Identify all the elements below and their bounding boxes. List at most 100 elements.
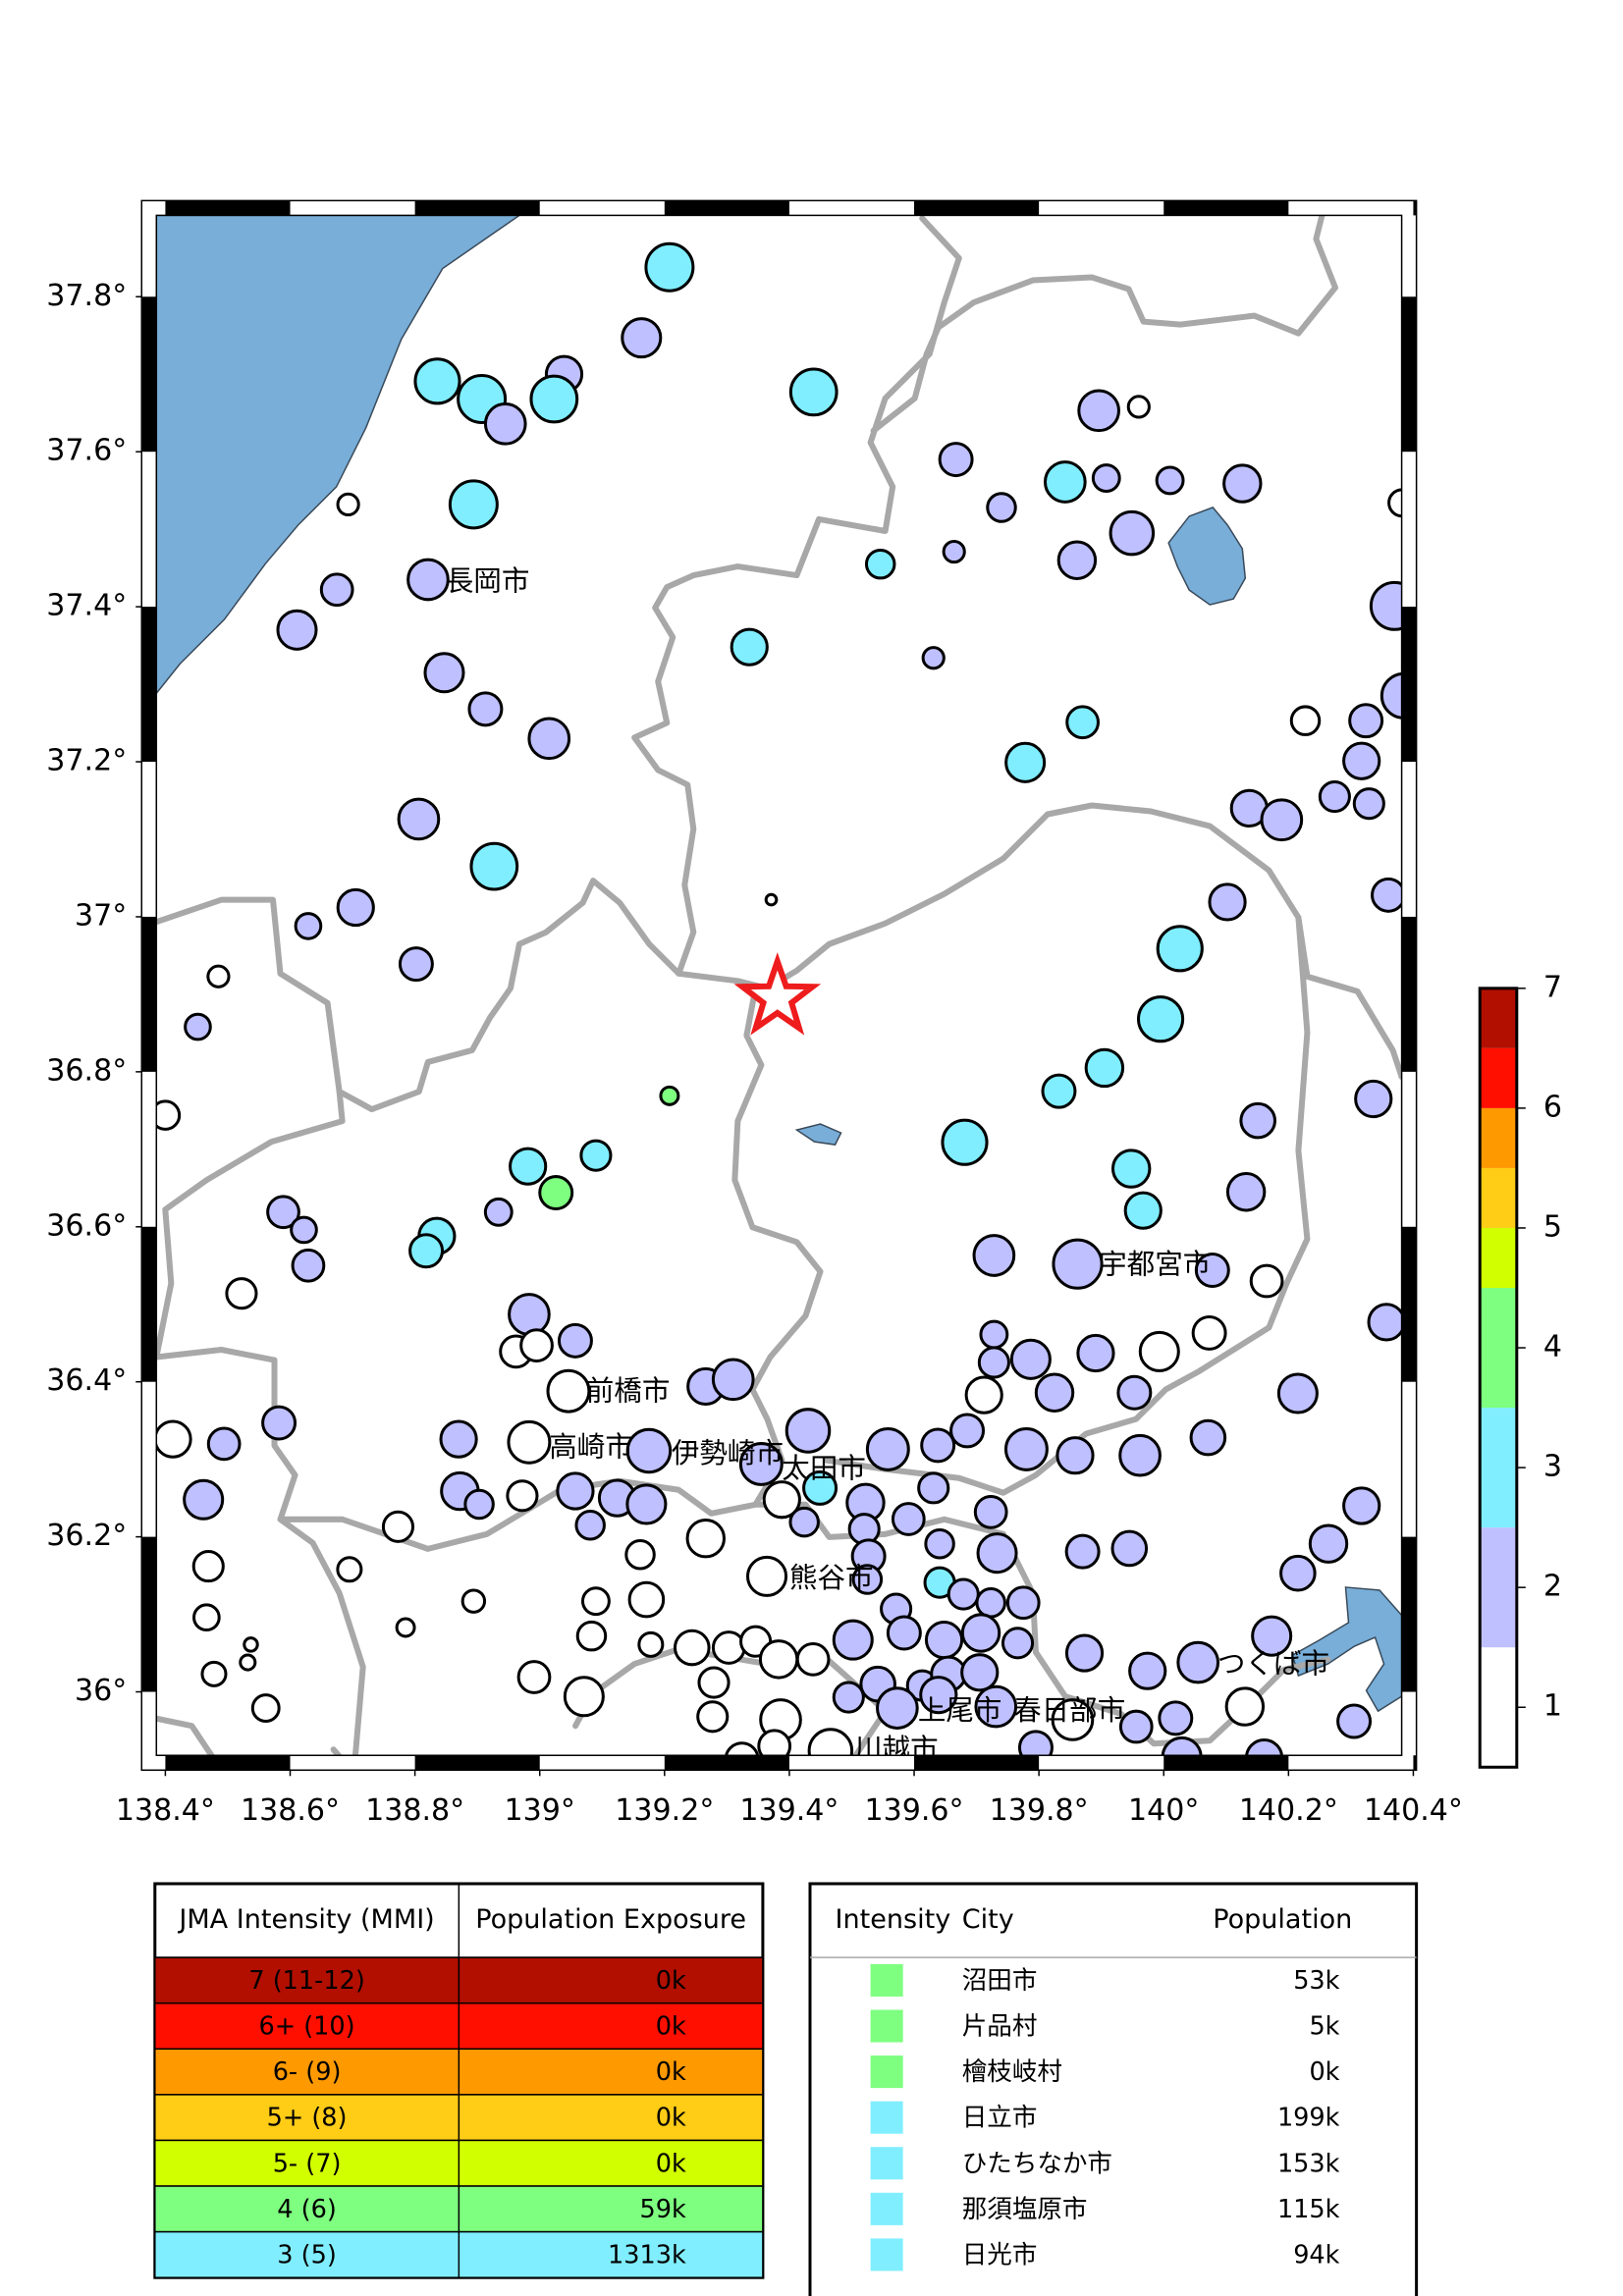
x-tick-label: 139.4°: [739, 1793, 839, 1828]
colorbar-band: [1480, 988, 1517, 1048]
station: [519, 1328, 554, 1362]
x-tick-label: 140°: [1128, 1793, 1199, 1828]
station: [448, 479, 499, 530]
table-cell: 0k: [1309, 2057, 1339, 2087]
station: [1041, 1073, 1077, 1109]
intensity-swatch: [870, 2238, 903, 2271]
station: [336, 1556, 363, 1583]
station: [865, 1426, 910, 1471]
x-tick-label: 140.4°: [1364, 1793, 1463, 1828]
sea: [156, 215, 521, 695]
station: [1136, 995, 1185, 1043]
table-cell: 6+ (10): [258, 2012, 354, 2042]
station: [746, 1555, 788, 1597]
frame-band: [664, 1755, 789, 1771]
y-tick-label: 36.6°: [46, 1208, 127, 1243]
station: [276, 609, 318, 651]
station: [574, 1510, 606, 1541]
station: [319, 572, 354, 608]
station: [290, 1215, 318, 1245]
city-label: 川越市: [854, 1733, 939, 1766]
table-cell: 4 (6): [277, 2195, 337, 2224]
station: [294, 912, 323, 940]
city-label: 伊勢崎市: [672, 1436, 784, 1469]
station: [156, 1099, 182, 1131]
station: [1005, 1585, 1041, 1621]
boundary: [870, 215, 1338, 434]
station: [1084, 1047, 1125, 1089]
station: [291, 1248, 326, 1283]
colorbar-tick-label: 5: [1543, 1209, 1562, 1244]
station: [266, 1195, 300, 1230]
colorbar-band: [1480, 1408, 1517, 1528]
frame-band: [1413, 1755, 1417, 1771]
station: [1369, 580, 1402, 631]
station: [1289, 705, 1322, 736]
station: [1371, 877, 1402, 913]
station: [920, 1427, 956, 1464]
colorbar-tick-label: 2: [1543, 1570, 1562, 1604]
station: [637, 1630, 665, 1658]
table-cell: 日光市: [962, 2240, 1038, 2269]
table-cell: 5+ (8): [267, 2104, 348, 2133]
intensity-swatch: [870, 2192, 903, 2225]
table-header: Intensity: [836, 1904, 951, 1935]
station: [1110, 1529, 1149, 1568]
table-cell: 0k: [656, 2149, 686, 2178]
table-cell: 片品村: [962, 2012, 1038, 2042]
station: [406, 558, 450, 602]
station: [832, 1681, 865, 1714]
y-tick-label: 37.4°: [46, 589, 127, 623]
station: [832, 1619, 874, 1661]
station: [1380, 671, 1402, 720]
table-header: JMA Intensity (MMI): [177, 1904, 434, 1935]
station: [673, 1629, 711, 1667]
station: [483, 401, 527, 446]
station: [941, 1118, 989, 1166]
station: [621, 317, 663, 359]
station: [942, 539, 966, 564]
colorbar-tick-label: 4: [1543, 1330, 1562, 1364]
station: [1224, 1686, 1266, 1727]
x-tick-label: 139°: [505, 1793, 575, 1828]
station: [1118, 1433, 1162, 1477]
y-tick-label: 37.6°: [46, 434, 127, 468]
table-cell: 0k: [656, 2104, 686, 2133]
station: [398, 946, 434, 983]
frame-band: [1401, 1536, 1417, 1692]
intensity-swatch: [870, 2101, 903, 2134]
station: [784, 1408, 832, 1454]
colorbar-band: [1480, 1107, 1517, 1168]
station: [1279, 1554, 1317, 1592]
station: [1225, 1172, 1267, 1212]
intensity-swatch: [870, 1963, 903, 1997]
x-tick-label: 140.2°: [1239, 1793, 1338, 1828]
lake: [1167, 507, 1247, 606]
colorbar-tick-label: 1: [1543, 1689, 1562, 1724]
station: [483, 1197, 514, 1227]
station: [538, 1175, 574, 1211]
station: [864, 548, 896, 580]
station: [1017, 1730, 1054, 1756]
station: [1249, 1263, 1284, 1299]
station: [976, 1532, 1018, 1575]
station: [1091, 463, 1121, 493]
colorbar-band: [1480, 1167, 1517, 1228]
city-label: 宇都宮市: [1099, 1247, 1211, 1280]
x-tick-label: 139.6°: [865, 1793, 964, 1828]
station: [1161, 1735, 1203, 1756]
table-cell: 5- (7): [273, 2149, 342, 2178]
colorbar-band: [1480, 1227, 1517, 1288]
colorbar-tick-label: 6: [1543, 1090, 1562, 1124]
station: [467, 691, 504, 727]
station: [802, 1469, 839, 1506]
y-tick-label: 36.2°: [46, 1519, 127, 1553]
station: [516, 1660, 552, 1694]
table-cell: 3 (5): [277, 2240, 337, 2269]
station: [973, 1494, 1008, 1529]
station: [1191, 1314, 1227, 1351]
station: [964, 1375, 1003, 1415]
station: [924, 1621, 964, 1660]
boundary: [156, 878, 682, 1113]
